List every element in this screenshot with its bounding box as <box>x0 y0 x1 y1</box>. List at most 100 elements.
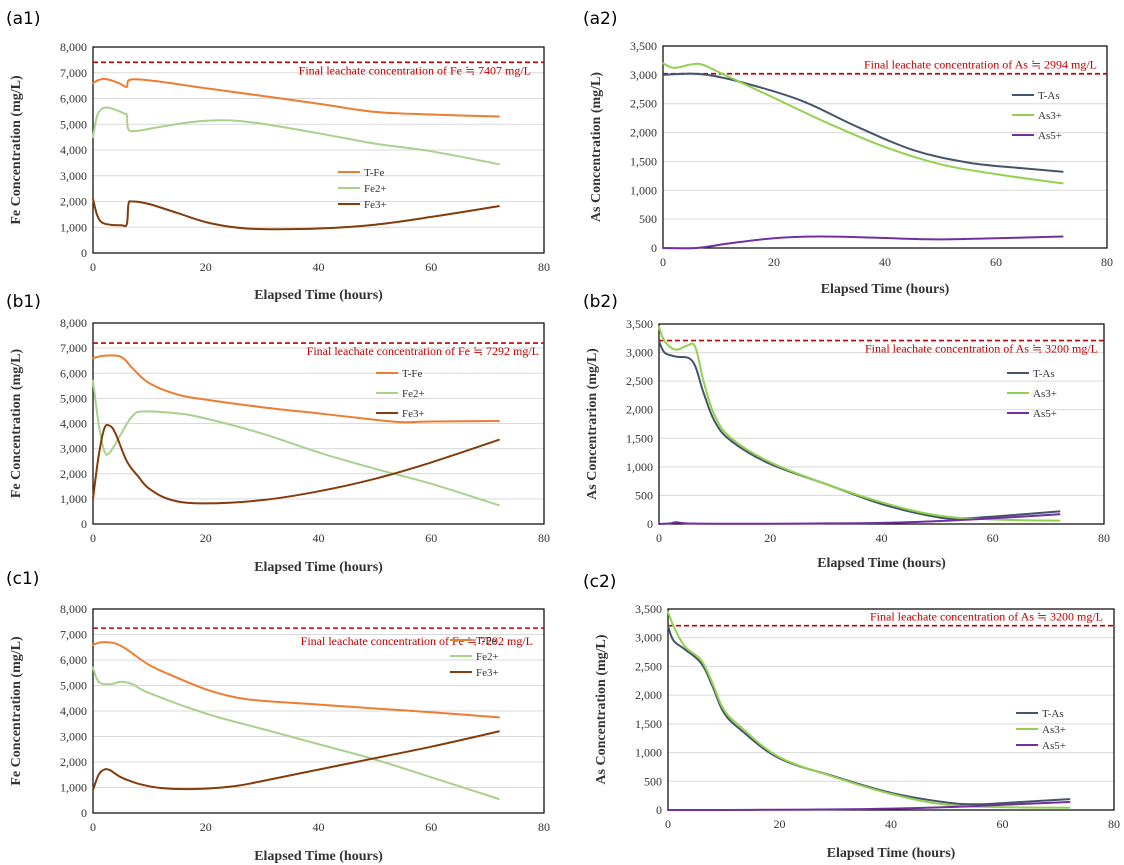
legend-entry: T-Fe <box>364 167 384 179</box>
y-tick-label: 2,000 <box>60 195 87 209</box>
y-tick-label: 3,500 <box>626 317 653 331</box>
series-line-tas <box>662 72 1064 173</box>
series-line-fe2 <box>92 106 500 166</box>
y-tick-label: 6,000 <box>60 366 87 380</box>
y-tick-label: 7,000 <box>60 66 87 80</box>
x-tick-label: 40 <box>313 260 325 274</box>
panel-label: (c2) <box>583 572 616 592</box>
series-line-as5 <box>662 235 1064 250</box>
x-axis-title: Elapsed Time (hours) <box>827 846 956 861</box>
y-tick-label: 4,000 <box>60 417 87 431</box>
y-tick-label: 1,000 <box>626 460 653 474</box>
series-line-tfe <box>92 77 500 118</box>
legend-entry: As3+ <box>1033 388 1057 400</box>
y-tick-label: 6,000 <box>60 653 87 667</box>
y-tick-label: 1,500 <box>626 431 653 445</box>
series-line-tfe <box>92 641 500 719</box>
x-tick-label: 40 <box>876 531 888 545</box>
legend-entry: Fe3+ <box>402 408 425 420</box>
y-tick-label: 5,000 <box>60 117 87 131</box>
legend-entry: T-Fe <box>402 368 422 380</box>
x-tick-label: 80 <box>538 260 550 274</box>
x-tick-label: 40 <box>879 255 891 269</box>
y-tick-label: 0 <box>656 803 662 817</box>
x-axis-title: Elapsed Time (hours) <box>817 556 946 571</box>
panel-c2: (c2) 0 500 1,000 1,500 2,000 2,500 3,000 3,500 0 2… <box>583 572 1120 861</box>
y-tick-label: 3,000 <box>60 169 87 183</box>
y-axis-title: As Concentration (mg/L) <box>594 634 609 784</box>
y-tick-label: 3,000 <box>60 442 87 456</box>
y-tick-label: 8,000 <box>60 316 87 330</box>
legend-entry: As5+ <box>1038 130 1062 142</box>
series-line-fe3 <box>92 730 500 791</box>
y-tick-label: 2,000 <box>60 467 87 481</box>
plot-frame <box>667 608 1115 811</box>
plot-frame <box>92 46 545 254</box>
x-tick-label: 20 <box>764 531 776 545</box>
legend: T-As As3+ As5+ <box>1007 368 1057 420</box>
panel-label: (b2) <box>583 292 618 312</box>
x-tick-label: 20 <box>768 255 780 269</box>
panel-label: (a2) <box>583 9 618 29</box>
y-tick-label: 2,500 <box>635 659 662 673</box>
legend: T-Fe Fe2+ Fe3+ <box>376 368 425 420</box>
y-tick-label: 2,000 <box>60 755 87 769</box>
legend-entry: T-As <box>1038 90 1060 102</box>
x-tick-label: 40 <box>313 531 325 545</box>
y-tick-label: 1,000 <box>630 183 657 197</box>
y-tick-label: 5,000 <box>60 679 87 693</box>
panel-label: (b1) <box>6 292 41 312</box>
x-tick-label: 0 <box>665 817 671 831</box>
x-tick-label: 60 <box>997 817 1009 831</box>
x-tick-label: 0 <box>90 531 96 545</box>
x-tick-label: 60 <box>425 820 437 834</box>
legend: T-As As3+ As5+ <box>1012 90 1062 142</box>
x-axis-title: Elapsed Time (hours) <box>254 288 383 303</box>
x-tick-label: 80 <box>1098 531 1110 545</box>
y-tick-label: 0 <box>81 246 87 260</box>
x-tick-label: 80 <box>1108 817 1120 831</box>
y-axis-title: As Concentration (mg/L) <box>589 72 604 222</box>
y-tick-label: 500 <box>644 774 662 788</box>
series-line-as5 <box>667 801 1071 812</box>
y-tick-label: 8,000 <box>60 40 87 54</box>
series-line-as5 <box>658 513 1061 525</box>
y-tick-label: 1,000 <box>60 492 87 506</box>
y-tick-label: 0 <box>81 806 87 820</box>
reference-line-label: Final leachate concentration of Fe ≒ 729… <box>307 344 539 358</box>
legend-entry: Fe2+ <box>402 388 425 400</box>
legend-entry: As3+ <box>1038 110 1062 122</box>
panel-c1: (c1) 0 1,000 2,000 3,000 4,000 5,000 6,000 7,000… <box>6 569 550 864</box>
x-tick-label: 80 <box>538 820 550 834</box>
x-axis-title: Elapsed Time (hours) <box>821 282 950 297</box>
x-axis-title: Elapsed Time (hours) <box>254 560 383 575</box>
y-tick-label: 1,000 <box>60 220 87 234</box>
reference-line-label: Final leachate concentration of As ≒ 320… <box>865 342 1098 356</box>
x-tick-label: 60 <box>990 255 1002 269</box>
series-line-tas <box>658 340 1061 520</box>
y-tick-label: 0 <box>647 517 653 531</box>
x-tick-label: 0 <box>90 260 96 274</box>
legend-entry: T-As <box>1033 368 1055 380</box>
y-tick-label: 2,000 <box>626 403 653 417</box>
x-tick-label: 60 <box>425 260 437 274</box>
y-axis-title: As Concentrarion (mg/L) <box>585 348 600 500</box>
series-line-as3 <box>667 610 1071 809</box>
y-tick-label: 7,000 <box>60 628 87 642</box>
reference-line-label: Final leachate concentration of Fe ≒ 729… <box>301 634 533 648</box>
y-tick-label: 7,000 <box>60 341 87 355</box>
plot-frame <box>92 608 545 814</box>
y-tick-label: 1,000 <box>635 746 662 760</box>
y-tick-label: 5,000 <box>60 391 87 405</box>
y-tick-label: 1,500 <box>635 717 662 731</box>
y-tick-label: 500 <box>639 212 657 226</box>
legend-entry: Fe2+ <box>364 183 387 195</box>
y-tick-label: 3,000 <box>630 68 657 82</box>
legend-entry: Fe3+ <box>476 667 499 679</box>
y-tick-label: 500 <box>635 488 653 502</box>
y-tick-label: 6,000 <box>60 92 87 106</box>
y-tick-label: 2,000 <box>630 126 657 140</box>
x-tick-label: 20 <box>200 820 212 834</box>
y-tick-label: 3,000 <box>626 346 653 360</box>
